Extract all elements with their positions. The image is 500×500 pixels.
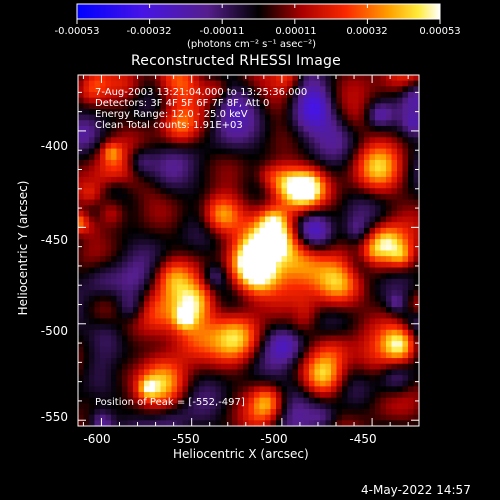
plot-frame [77, 74, 420, 427]
peak-position-label: Position of Peak = [-552,-497] [95, 397, 245, 408]
colorbar-tick-label: -0.00011 [199, 26, 245, 37]
y-tick-label: -550 [40, 410, 68, 424]
y-tick-label: -450 [40, 233, 68, 247]
clean-total-counts-label: Clean Total counts: 1.91E+03 [95, 120, 243, 131]
x-axis-label: Heliocentric X (arcsec) [173, 447, 309, 461]
colorbar-tick-label: -0.00032 [126, 26, 172, 37]
image-pixels [78, 75, 420, 427]
x-tick-label: -450 [349, 432, 377, 446]
colorbar-gradient [76, 3, 441, 20]
colorbar-units: (photons cm⁻² s⁻¹ asec⁻²) [187, 39, 317, 50]
time-range-label: 7-Aug-2003 13:21:04.000 to 13:25:36.000 [95, 87, 308, 98]
colorbar-tick-label: 0.00053 [419, 26, 461, 37]
x-tick-label: -500 [260, 432, 288, 446]
x-tick-label: -550 [172, 432, 200, 446]
y-tick-label: -400 [40, 139, 68, 153]
energy-range-label: Energy Range: 12.0 - 25.0 keV [95, 109, 248, 120]
x-tick-label: -600 [83, 432, 111, 446]
detectors-label: Detectors: 3F 4F 5F 6F 7F 8F, Att 0 [95, 98, 270, 109]
colorbar-tick-label: 0.00011 [275, 26, 317, 37]
plot-date: 4-May-2022 14:57 [361, 483, 471, 497]
colorbar-tick-label: -0.00053 [54, 26, 100, 37]
y-tick-label: -500 [40, 324, 68, 338]
colorbar-tick-label: 0.00032 [346, 26, 388, 37]
y-axis-label: Heliocentric Y (arcsec) [16, 180, 30, 316]
plot-title: Reconstructed RHESSI Image [131, 53, 341, 69]
